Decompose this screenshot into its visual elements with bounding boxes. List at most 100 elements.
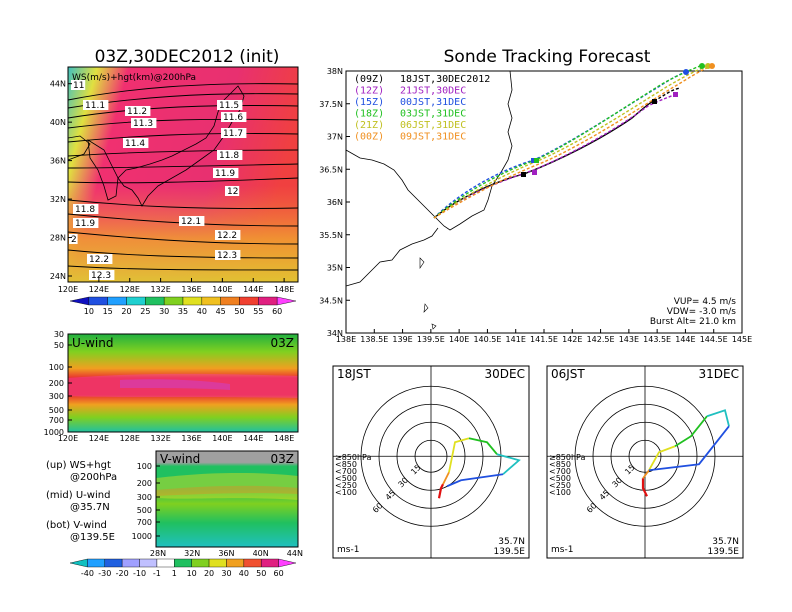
uwind-label: U-wind xyxy=(72,336,113,350)
map-x-tick: 132E xyxy=(150,285,170,294)
contour-label: 11.9 xyxy=(75,219,95,229)
track-y-tick: 36N xyxy=(327,198,343,207)
track-x-tick: 138.5E xyxy=(360,335,388,344)
vwind-label: V-wind xyxy=(160,452,200,466)
contour-label-bg xyxy=(87,254,113,264)
colorbar-tick: 35 xyxy=(178,307,188,316)
track-y-tick: 35.5N xyxy=(319,231,343,240)
hodo-legend-item: <850 xyxy=(549,460,571,469)
colorbar-tick: -10 xyxy=(133,569,146,578)
vwind-x-ticks: 28N 32N 36N 40N 44N xyxy=(150,549,303,558)
contour-label: 11.3 xyxy=(133,119,153,129)
vwind-panel: V-wind 03Z 100 200 300 500 700 1000 28N 32N 36N… xyxy=(132,450,303,558)
colorbar-swatch xyxy=(126,296,146,306)
uwind-x-tick: 144E xyxy=(243,434,263,443)
colorbar-swatch xyxy=(104,558,123,568)
contour-label: 11.1 xyxy=(85,101,105,111)
track-x-tick: 143.5E xyxy=(643,335,671,344)
contour-label-bg xyxy=(225,186,240,196)
colorbar-swatch xyxy=(243,558,262,568)
contour-label-bg xyxy=(215,230,241,240)
contour-label-bg xyxy=(217,150,243,160)
polar-time: 18JST xyxy=(337,367,371,381)
contour-label: 11.4 xyxy=(125,139,145,149)
uwind-y-tick: 300 xyxy=(49,392,64,401)
uwind-x-ticks: 120E 124E 128E 132E 136E 140E 144E 148E xyxy=(58,434,294,443)
right-title: Sonde Tracking Forecast xyxy=(444,47,651,67)
contour-label: 11.8 xyxy=(219,151,239,161)
hodo-legend-item: <100 xyxy=(549,488,571,497)
hodo-legend-item: <500 xyxy=(549,474,571,483)
vwind-x-tick: 36N xyxy=(218,549,234,558)
korea-coastline xyxy=(87,139,119,201)
contour-label: 11 xyxy=(73,81,84,91)
colorbar-tick: -30 xyxy=(98,569,111,578)
track-legend-zulu: (18Z) xyxy=(354,109,384,120)
colorbar-swatch xyxy=(145,296,165,306)
track-x-tick: 138E xyxy=(336,335,356,344)
track-y-tick: 36.5N xyxy=(319,165,343,174)
map-x-tick: 144E xyxy=(243,285,263,294)
track-y-tick: 38N xyxy=(327,67,343,76)
contour-label: 12.2 xyxy=(89,255,109,265)
map-y-tick: 24N xyxy=(50,272,66,281)
polar-lat: 35.7N xyxy=(498,537,525,547)
colorbar-tick: 40 xyxy=(239,569,249,578)
contour-label: 11.8 xyxy=(75,205,95,215)
colorbar-swatch xyxy=(258,296,278,306)
height-contours xyxy=(67,83,299,271)
map-x-tick: 120E xyxy=(58,285,78,294)
track-x-ticks: 138E 138.5E 139E 139.5E 140E 140.5E 141E 141.5E… xyxy=(336,329,752,344)
track-x-tick: 145E xyxy=(732,335,752,344)
uwind-x-tick: 140E xyxy=(212,434,232,443)
hodo-legend-item: ≥850hPa xyxy=(335,453,372,462)
colorbar-swatch xyxy=(87,558,105,568)
contour-label: 12.1 xyxy=(181,217,201,227)
contour-label: 11.2 xyxy=(127,107,147,117)
vwind-y-tick: 1000 xyxy=(132,532,152,541)
colorbar-tick: 20 xyxy=(121,307,131,316)
note-sub: @139.5E xyxy=(70,532,115,543)
contour-label: 11.6 xyxy=(223,113,243,123)
map-y-tick: 40N xyxy=(50,118,66,127)
track-markers xyxy=(521,63,715,177)
contour-label-bg xyxy=(131,118,157,128)
track-x-tick: 143E xyxy=(619,335,639,344)
contour-label-bg xyxy=(125,106,151,116)
track-x-tick: 140.5E xyxy=(473,335,501,344)
polar-time: 06JST xyxy=(551,367,585,381)
contour-label: 12.2 xyxy=(217,231,237,241)
colorbar-swatch xyxy=(226,558,245,568)
vwind-y-ticks: 100 200 300 500 700 1000 xyxy=(132,462,160,541)
track-legend: (09Z) 18JST,30DEC2012 (12Z) 21JST,30DEC (15Z… xyxy=(354,74,490,143)
uwind-y-tick: 50 xyxy=(54,341,64,350)
uwind-y-tick: 500 xyxy=(49,406,64,415)
japan-coastline xyxy=(117,85,245,207)
colorbar-tick: 55 xyxy=(253,307,263,316)
polar-lon: 139.5E xyxy=(708,547,740,557)
track-stat: VUP= 4.5 m/s xyxy=(674,297,737,307)
colorbar-swatch xyxy=(163,296,184,306)
colorbar-swatch xyxy=(261,558,279,568)
uwind-y-tick: 100 xyxy=(49,363,64,372)
vwind-x-tick: 28N xyxy=(150,549,166,558)
map-y-tick: 36N xyxy=(50,157,66,166)
map-y-tick: 28N xyxy=(50,234,66,243)
track-y-ticks: 34N 34.5N 35N 35.5N 36N 36.5N 37N 37.5N 38N xyxy=(319,67,350,338)
colorbar-tick: 20 xyxy=(204,569,214,578)
colorbar-swatch xyxy=(191,558,210,568)
track-y-tick: 37N xyxy=(327,133,343,142)
colorbar-tick: 30 xyxy=(159,307,169,316)
contour-label-bg xyxy=(215,250,241,260)
track-stat: VDW= -3.0 m/s xyxy=(667,307,737,317)
colorbar-swatch xyxy=(220,296,240,306)
uwind-y-tick: 700 xyxy=(49,416,64,425)
polar-date: 31DEC xyxy=(699,367,739,381)
vwind-y-tick: 500 xyxy=(137,506,152,515)
contour-label-bg xyxy=(73,218,99,228)
track-x-tick: 142E xyxy=(562,335,582,344)
